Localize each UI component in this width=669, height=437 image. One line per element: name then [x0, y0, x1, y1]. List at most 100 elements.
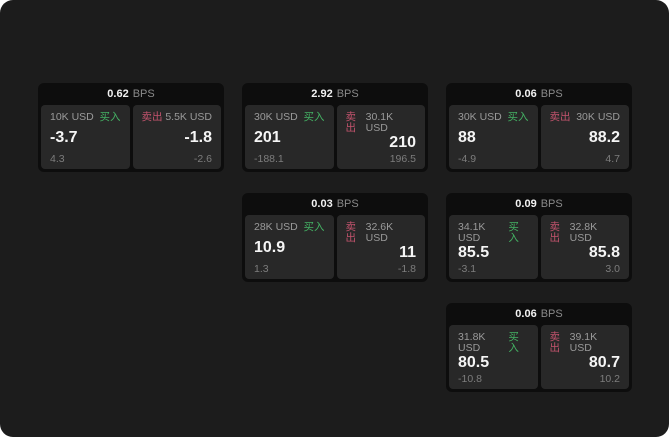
bps-unit-label: BPS: [540, 198, 563, 210]
sell-quote-panel[interactable]: 卖出 32.8K USD 85.8 3.0: [540, 215, 629, 279]
sell-price: -1.8: [184, 129, 212, 146]
sell-side-label: 卖出: [345, 111, 357, 134]
buy-quote-panel[interactable]: 30K USD 买入 88 -4.9: [449, 105, 538, 169]
bps-value: 0.09: [515, 198, 537, 210]
sell-quote-panel[interactable]: 卖出 30.1K USD 210 196.5: [336, 105, 425, 169]
sell-panel-top: 卖出 32.6K USD: [346, 222, 417, 243]
card-5-panels: 34.1K USD 买入 85.5 -3.1 卖出 32.8K USD 85.8…: [449, 215, 629, 279]
card-3-panels: 30K USD 买入 88 -4.9 卖出 30K USD 88.2 4.7: [449, 105, 629, 169]
sell-panel-top: 卖出 39.1K USD: [550, 332, 621, 353]
sell-price: 210: [389, 134, 416, 152]
card-1-header: 0.62 BPS: [41, 83, 221, 105]
card-4-header: 0.03 BPS: [245, 193, 425, 215]
buy-size-label: 30K USD: [458, 111, 502, 123]
sell-size-label: 39.1K USD: [569, 331, 598, 354]
sell-panel-top: 卖出 30.1K USD: [346, 112, 417, 133]
buy-sub-value: 1.3: [254, 262, 269, 275]
buy-sub-value: -10.8: [458, 372, 482, 385]
sell-size-label: 5.5K USD: [165, 111, 212, 123]
buy-side-label: 买入: [507, 111, 529, 123]
buy-sub-value: -3.1: [458, 262, 477, 275]
bps-unit-label: BPS: [540, 308, 563, 320]
buy-size-label: 34.1K USD: [458, 221, 486, 244]
card-2-panels: 30K USD 买入 201 -188.1 卖出 30.1K USD 210 1…: [245, 105, 425, 169]
buy-quote-panel[interactable]: 28K USD 买入 10.9 1.3: [245, 215, 334, 279]
buy-sub-value: -188.1: [254, 152, 284, 165]
buy-panel-top: 30K USD 买入: [458, 112, 529, 123]
card-3-header: 0.06 BPS: [449, 83, 629, 105]
sell-quote-panel[interactable]: 卖出 32.6K USD 11 -1.8: [336, 215, 425, 279]
quote-card-2: 2.92 BPS 30K USD 买入 201 -188.1 卖出 30.1K …: [242, 83, 428, 172]
card-1-panels: 10K USD 买入 -3.7 4.3 卖出 5.5K USD -1.8 -2.…: [41, 105, 221, 169]
bps-value: 2.92: [311, 88, 333, 100]
buy-side-label: 买入: [303, 111, 325, 123]
buy-price: 201: [254, 129, 281, 146]
bps-value: 0.06: [515, 308, 537, 320]
sell-size-label: 30K USD: [576, 111, 620, 123]
sell-sub-value: 196.5: [389, 152, 416, 165]
sell-side-label: 卖出: [549, 221, 561, 244]
bps-value: 0.62: [107, 88, 129, 100]
sell-side-label: 卖出: [345, 221, 357, 244]
sell-sub-value: 10.2: [599, 372, 620, 385]
buy-size-label: 10K USD: [50, 111, 94, 123]
buy-price: 85.5: [458, 244, 490, 262]
card-2-header: 2.92 BPS: [245, 83, 425, 105]
buy-quote-panel[interactable]: 10K USD 买入 -3.7 4.3: [41, 105, 130, 169]
buy-size-label: 28K USD: [254, 221, 298, 233]
buy-sub-value: 4.3: [50, 152, 65, 165]
buy-price: 80.5: [458, 354, 490, 372]
sell-panel-top: 卖出 30K USD: [550, 112, 621, 123]
sell-quote-panel[interactable]: 卖出 5.5K USD -1.8 -2.6: [132, 105, 221, 169]
quote-card-3: 0.06 BPS 30K USD 买入 88 -4.9 卖出 30K USD: [446, 83, 632, 172]
sell-price: 88.2: [588, 129, 620, 146]
bps-unit-label: BPS: [540, 88, 563, 100]
buy-panel-top: 31.8K USD 买入: [458, 332, 529, 353]
buy-panel-top: 30K USD 买入: [254, 112, 325, 123]
quote-card-1: 0.62 BPS 10K USD 买入 -3.7 4.3 卖出 5.5K USD: [38, 83, 224, 172]
buy-price: 10.9: [254, 239, 286, 256]
bps-unit-label: BPS: [336, 198, 359, 210]
bps-unit-label: BPS: [336, 88, 359, 100]
buy-size-label: 30K USD: [254, 111, 298, 123]
buy-side-label: 买入: [508, 331, 519, 354]
quote-card-5: 0.09 BPS 34.1K USD 买入 85.5 -3.1 卖出 32.8K…: [446, 193, 632, 282]
sell-panel-top: 卖出 32.8K USD: [550, 222, 621, 243]
sell-price: 80.7: [588, 354, 620, 372]
sell-quote-panel[interactable]: 卖出 39.1K USD 80.7 10.2: [540, 325, 629, 389]
sell-size-label: 32.8K USD: [569, 221, 598, 244]
buy-quote-panel[interactable]: 30K USD 买入 201 -188.1: [245, 105, 334, 169]
sell-side-label: 卖出: [549, 111, 571, 123]
sell-side-label: 卖出: [549, 331, 561, 354]
card-6-header: 0.06 BPS: [449, 303, 629, 325]
buy-side-label: 买入: [303, 221, 325, 233]
sell-size-label: 30.1K USD: [365, 111, 394, 134]
sell-sub-value: -2.6: [193, 152, 212, 165]
bps-value: 0.06: [515, 88, 537, 100]
buy-side-label: 买入: [99, 111, 121, 123]
bps-unit-label: BPS: [132, 88, 155, 100]
buy-side-label: 买入: [508, 221, 519, 244]
buy-price: -3.7: [50, 129, 78, 146]
sell-size-label: 32.6K USD: [365, 221, 394, 244]
card-6-panels: 31.8K USD 买入 80.5 -10.8 卖出 39.1K USD 80.…: [449, 325, 629, 389]
buy-panel-top: 10K USD 买入: [50, 112, 121, 123]
card-5-header: 0.09 BPS: [449, 193, 629, 215]
sell-quote-panel[interactable]: 卖出 30K USD 88.2 4.7: [540, 105, 629, 169]
sell-sub-value: 4.7: [605, 152, 620, 165]
sell-price: 11: [399, 244, 416, 262]
buy-quote-panel[interactable]: 31.8K USD 买入 80.5 -10.8: [449, 325, 538, 389]
sell-panel-top: 卖出 5.5K USD: [142, 112, 213, 123]
buy-panel-top: 28K USD 买入: [254, 222, 325, 233]
buy-quote-panel[interactable]: 34.1K USD 买入 85.5 -3.1: [449, 215, 538, 279]
buy-panel-top: 34.1K USD 买入: [458, 222, 529, 243]
bps-value: 0.03: [311, 198, 333, 210]
quote-card-4: 0.03 BPS 28K USD 买入 10.9 1.3 卖出 32.6K US…: [242, 193, 428, 282]
quote-card-6: 0.06 BPS 31.8K USD 买入 80.5 -10.8 卖出 39.1…: [446, 303, 632, 392]
buy-price: 88: [458, 129, 476, 146]
sell-price: 85.8: [588, 244, 620, 262]
card-4-panels: 28K USD 买入 10.9 1.3 卖出 32.6K USD 11 -1.8: [245, 215, 425, 279]
sell-side-label: 卖出: [141, 111, 163, 123]
sell-sub-value: 3.0: [605, 262, 620, 275]
